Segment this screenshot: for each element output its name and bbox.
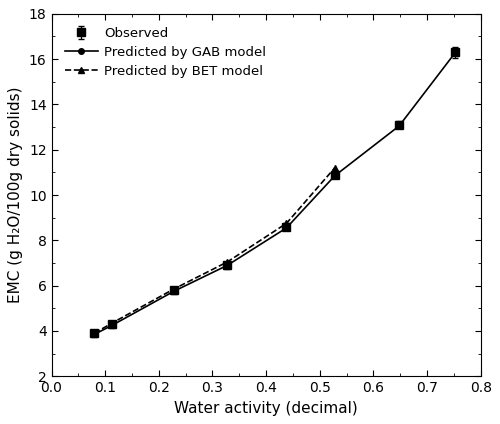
Predicted by GAB model	[452, 50, 458, 55]
Predicted by BET model	[224, 259, 230, 265]
Legend: Observed, Predicted by GAB model, Predicted by BET model: Observed, Predicted by GAB model, Predic…	[58, 20, 273, 84]
Predicted by GAB model	[92, 332, 98, 337]
Predicted by GAB model	[109, 323, 115, 328]
Line: Predicted by GAB model: Predicted by GAB model	[92, 50, 458, 337]
X-axis label: Water activity (decimal): Water activity (decimal)	[174, 401, 358, 416]
Predicted by BET model	[109, 321, 115, 326]
Predicted by GAB model	[171, 289, 177, 294]
Predicted by BET model	[332, 165, 338, 170]
Y-axis label: EMC (g H₂O/100g dry solids): EMC (g H₂O/100g dry solids)	[8, 87, 24, 303]
Predicted by BET model	[171, 287, 177, 292]
Predicted by GAB model	[332, 173, 338, 179]
Predicted by GAB model	[224, 263, 230, 268]
Line: Predicted by BET model: Predicted by BET model	[92, 165, 338, 336]
Predicted by BET model	[284, 221, 290, 226]
Predicted by BET model	[92, 331, 98, 336]
Predicted by GAB model	[396, 123, 402, 128]
Predicted by GAB model	[284, 225, 290, 230]
